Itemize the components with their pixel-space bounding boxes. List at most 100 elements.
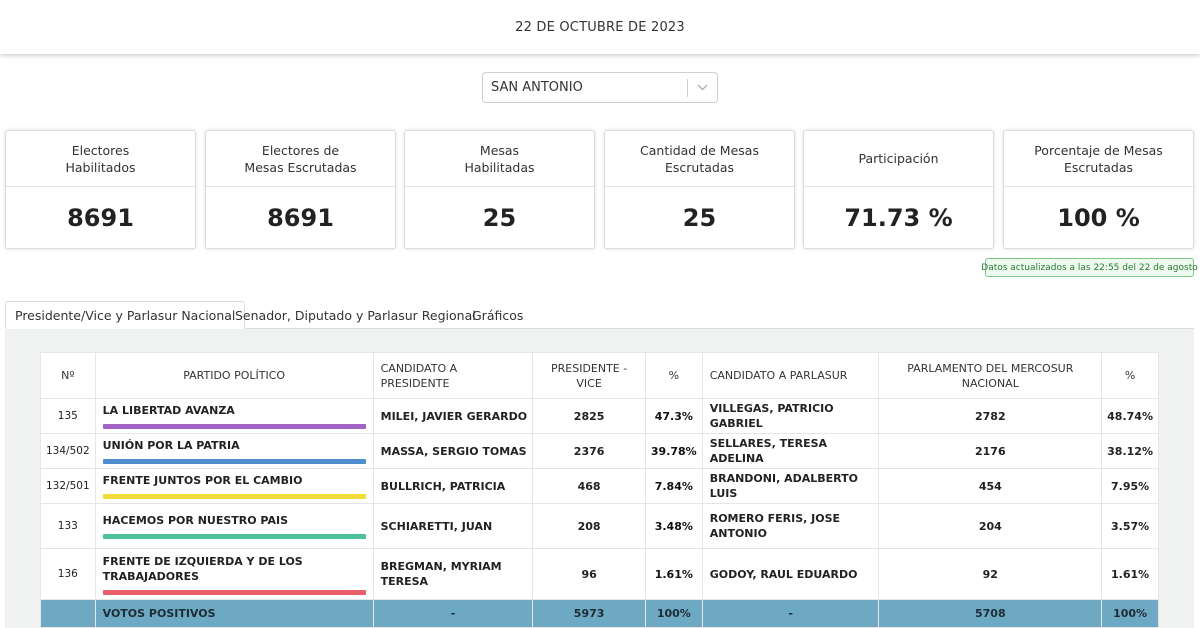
row-party: HACEMOS POR NUESTRO PAIS (94, 503, 374, 549)
row-parl-votes: 454 (878, 468, 1103, 504)
table-row: 135 LA LIBERTAD AVANZA MILEI, JAVIER GER… (40, 398, 1159, 434)
row-num: 133 (40, 503, 96, 549)
row-parl-pct: 3.57% (1101, 503, 1159, 549)
header-partido: PARTIDO POLÍTICO (94, 352, 374, 399)
table-row: 132/501 FRENTE JUNTOS POR EL CAMBIO BULL… (40, 468, 1159, 504)
party-name: UNIÓN POR LA PATRIA (102, 439, 240, 452)
row-num: 132/501 (40, 468, 96, 504)
party-color-bar (102, 589, 366, 595)
total-president: - (372, 599, 534, 628)
header-pct-presidente: % (644, 352, 703, 399)
row-num: 134/502 (40, 433, 96, 469)
total-parlasur: - (701, 599, 880, 628)
card-label: Cantidad de Mesas Escrutadas (605, 131, 794, 187)
row-parl-votes: 204 (878, 503, 1103, 549)
row-parl-pct: 38.12% (1101, 433, 1159, 469)
header-num: Nº (40, 352, 96, 399)
party-name: FRENTE JUNTOS POR EL CAMBIO (102, 474, 303, 487)
row-president: SCHIARETTI, JUAN (372, 503, 534, 549)
card-label: Porcentaje de Mesas Escrutadas (1004, 131, 1193, 187)
header-pct-parlasur: % (1101, 352, 1159, 399)
party-color-bar (102, 424, 366, 429)
card-cantidad-mesas-escrutadas: Cantidad de Mesas Escrutadas 25 (604, 130, 795, 249)
row-votes: 468 (532, 468, 646, 504)
card-participacion: Participación 71.73 % (803, 130, 994, 249)
card-label: Participación (804, 131, 993, 187)
row-pct: 39.78% (644, 433, 703, 469)
row-parl-votes: 92 (878, 548, 1103, 600)
party-color-bar (102, 459, 366, 464)
results-tabs: Presidente/Vice y Parlasur Nacional Sena… (5, 301, 1194, 329)
results-table: Nº PARTIDO POLÍTICO CANDIDATO A PRESIDEN… (40, 352, 1159, 628)
card-value: 25 (682, 204, 717, 232)
row-parl-votes: 2782 (878, 398, 1103, 434)
party-color-bar (102, 534, 366, 539)
row-pct: 47.3% (644, 398, 703, 434)
total-parl-pct: 100% (1101, 599, 1159, 628)
update-notice-badge: Datos actualizados a las 22:55 del 22 de… (981, 258, 1198, 277)
row-votes: 2825 (532, 398, 646, 434)
select-separator (687, 78, 688, 97)
row-president: BREGMAN, MYRIAM TERESA (372, 548, 534, 600)
row-party: FRENTE JUNTOS POR EL CAMBIO (94, 468, 374, 504)
total-votes: 5973 (532, 599, 646, 628)
location-select-value: SAN ANTONIO (491, 80, 583, 95)
card-porcentaje-mesas-escrutadas: Porcentaje de Mesas Escrutadas 100 % (1003, 130, 1194, 249)
chevron-down-icon[interactable] (688, 84, 717, 91)
row-votes: 2376 (532, 433, 646, 469)
row-parl-pct: 7.95% (1101, 468, 1159, 504)
row-parlasur: SELLARES, TERESA ADELINA (701, 433, 880, 469)
total-label: VOTOS POSITIVOS (94, 599, 374, 628)
row-president: MILEI, JAVIER GERARDO (372, 398, 534, 434)
row-parl-pct: 48.74% (1101, 398, 1159, 434)
row-num: 136 (40, 548, 96, 600)
party-name: LA LIBERTAD AVANZA (102, 404, 235, 417)
row-parlasur: BRANDONI, ADALBERTO LUIS (701, 468, 880, 504)
row-num: 135 (40, 398, 96, 434)
tab-senador-diputado[interactable]: Senador, Diputado y Parlasur Regional (235, 307, 476, 323)
row-president: MASSA, SERGIO TOMAS (372, 433, 534, 469)
table-row: 133 HACEMOS POR NUESTRO PAIS SCHIARETTI,… (40, 503, 1159, 549)
tab-graficos[interactable]: Gráficos (472, 307, 524, 323)
card-label: Mesas Habilitadas (405, 131, 594, 187)
row-president: BULLRICH, PATRICIA (372, 468, 534, 504)
card-value: 8691 (267, 204, 334, 232)
row-party: UNIÓN POR LA PATRIA (94, 433, 374, 469)
header-presidente-vice: PRESIDENTE - VICE (532, 352, 646, 399)
row-parlasur: VILLEGAS, PATRICIO GABRIEL (701, 398, 880, 434)
header-parlasur-nacional: PARLAMENTO DEL MERCOSUR NACIONAL (878, 352, 1103, 399)
card-value: 8691 (67, 204, 134, 232)
row-party: FRENTE DE IZQUIERDA Y DE LOS TRABAJADORE… (94, 548, 374, 600)
table-row: 134/502 UNIÓN POR LA PATRIA MASSA, SERGI… (40, 433, 1159, 469)
card-electores-habilitados: Electores Habilitados 8691 (5, 130, 196, 249)
table-row: 136 FRENTE DE IZQUIERDA Y DE LOS TRABAJA… (40, 548, 1159, 600)
row-party: LA LIBERTAD AVANZA (94, 398, 374, 434)
row-pct: 7.84% (644, 468, 703, 504)
row-pct: 3.48% (644, 503, 703, 549)
tab-presidente-vice[interactable]: Presidente/Vice y Parlasur Nacional (5, 301, 246, 329)
card-value: 71.73 % (844, 204, 953, 232)
total-pct: 100% (644, 599, 703, 628)
table-total-row: VOTOS POSITIVOS - 5973 100% - 5708 100% (40, 599, 1159, 628)
party-color-bar (102, 494, 366, 499)
row-pct: 1.61% (644, 548, 703, 600)
card-label: Electores de Mesas Escrutadas (206, 131, 395, 187)
election-date: 22 DE OCTUBRE DE 2023 (515, 19, 685, 35)
card-mesas-habilitadas: Mesas Habilitadas 25 (404, 130, 595, 249)
header-candidato-parlasur: CANDIDATO A PARLASUR (701, 352, 880, 399)
header-candidato-presidente: CANDIDATO A PRESIDENTE (372, 352, 534, 399)
stats-cards: Electores Habilitados 8691 Electores de … (5, 130, 1195, 249)
row-parl-pct: 1.61% (1101, 548, 1159, 600)
row-parlasur: GODOY, RAUL EDUARDO (701, 548, 880, 600)
total-num (40, 599, 96, 628)
party-name: FRENTE DE IZQUIERDA Y DE LOS TRABAJADORE… (102, 554, 303, 583)
card-label: Electores Habilitados (6, 131, 195, 187)
row-votes: 96 (532, 548, 646, 600)
row-parl-votes: 2176 (878, 433, 1103, 469)
page-header: 22 DE OCTUBRE DE 2023 (0, 0, 1200, 54)
row-parlasur: ROMERO FERIS, JOSE ANTONIO (701, 503, 880, 549)
card-value: 100 % (1057, 204, 1140, 232)
card-electores-mesas-escrutadas: Electores de Mesas Escrutadas 8691 (205, 130, 396, 249)
party-name: HACEMOS POR NUESTRO PAIS (102, 514, 289, 527)
location-select[interactable]: SAN ANTONIO (482, 72, 718, 103)
